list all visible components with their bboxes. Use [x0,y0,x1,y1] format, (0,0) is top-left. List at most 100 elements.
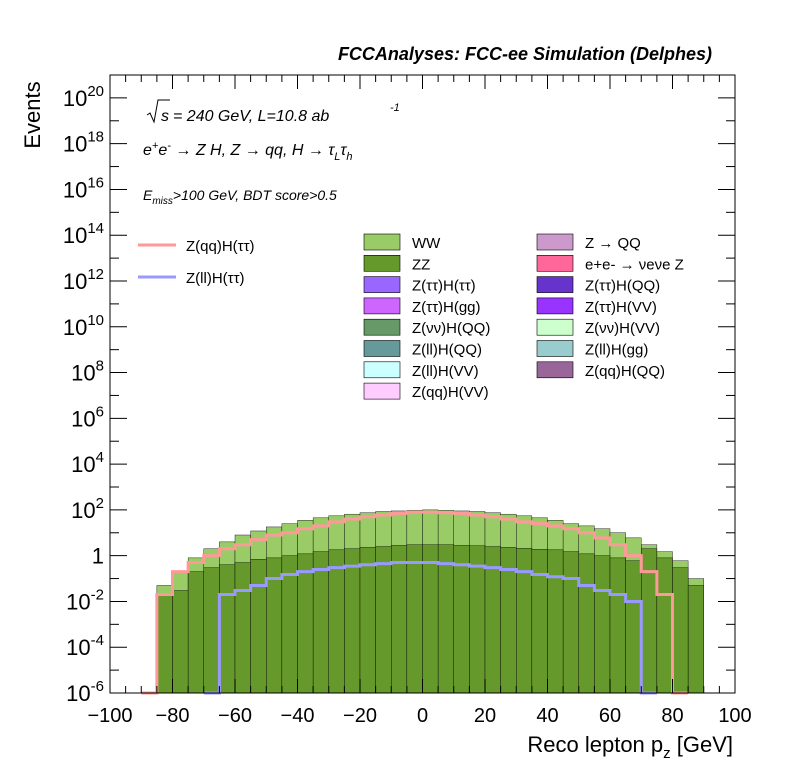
bar [312,551,329,694]
y-tick-base: 10 [71,452,95,477]
y-tick-base: 10 [66,681,90,706]
bar [469,545,486,694]
y-tick-label: 104 [71,449,104,477]
legend-label: Z(νν)H(VV) [585,320,660,337]
y-tick-label: 1016 [63,174,104,202]
y-tick-base: 10 [63,177,87,202]
bar [594,555,611,694]
bar [234,562,251,694]
x-tick-label: 80 [661,705,683,727]
bar [656,557,673,694]
annotation-process: e+e- → Z H, Z → qq, H → τLτh [143,140,353,163]
legend-swatch [363,318,401,336]
stacked-histogram [156,509,704,694]
legend-swatch [363,276,401,293]
bar [328,549,345,694]
legend-label: Z(qq)H(QQ) [585,363,665,380]
y-tick-exponent: 2 [96,495,104,512]
y-tick-label: 1014 [63,220,104,248]
plot-header-title: FCCAnalyses: FCC-ee Simulation (Delphes) [338,44,712,64]
legend-swatch [536,233,574,251]
bar [250,559,267,694]
bar [422,544,439,694]
y-tick-exponent: 16 [87,174,104,191]
series-line [203,561,657,695]
bar [172,590,189,694]
annotation-energy: s = 240 GeV, L=10.8 ab -1 [146,99,400,125]
y-tick-exponent: 12 [87,266,104,283]
y-tick-label: 10-6 [66,678,104,706]
y-tick-base: 10 [66,635,90,660]
x-tick-label: −80 [156,705,190,727]
bar [672,567,689,694]
legend-signals: Z(qq)H(ττ) Z(ll)H(ττ) [138,238,255,287]
legend-label: Z(ττ)H(QQ) [585,278,660,295]
bar [578,553,595,694]
legend-label: Z(ττ)H(ττ) [412,278,476,295]
y-tick-base: 10 [63,315,87,340]
y-tick-base: 10 [71,361,95,386]
lumi-exponent: -1 [390,102,400,114]
bar [203,567,220,694]
bar [156,594,173,694]
energy-lumi-text: = 240 GeV, L=10.8 ab [173,108,329,125]
x-axis-title-unit: [GeV] [671,732,733,757]
legend-label: Z(ττ)H(gg) [412,299,481,316]
bar [344,548,361,694]
legend-label: Z(qq)H(VV) [412,384,489,401]
x-axis-title-sub: z [663,745,671,762]
legend-label: Z(ll)H(ττ) [186,270,245,287]
bar [516,548,533,694]
annotation-cuts: Emiss>100 GeV, BDT score>0.5 [143,187,337,207]
legend-label: Z(qq)H(ττ) [186,238,255,255]
bar [547,549,564,694]
bar [375,546,392,694]
x-tick-label: −40 [281,705,315,727]
legend-swatch [536,318,574,336]
bar [687,585,704,694]
legend-swatch [363,382,401,400]
y-tick-exponent: 6 [96,403,104,420]
bar [391,545,408,694]
series-line [141,510,689,695]
legend-label: e+e- → νeνe Z [585,256,684,273]
y-tick-label: 10-2 [66,586,104,614]
y-tick-label: 10-4 [66,632,104,660]
bar [297,553,314,694]
x-axis-title-main: Reco lepton p [527,732,663,757]
legend-swatch [536,297,574,315]
y-tick-exponent: -6 [91,678,104,695]
y-tick-label: 1012 [63,266,104,294]
y-tick-label: 1020 [63,83,104,111]
legend-backgrounds-col1: WW ZZ Z(ττ)H(ττ) Z(ττ)H(gg) Z(νν)H(QQ) Z(ll)H… [363,233,490,401]
y-tick-label: 1 [92,544,104,569]
legend-label: ZZ [412,256,430,273]
x-axis-ticks: −100 −80 −60 −40 −20 0 20 40 60 80 100 [87,75,752,727]
x-tick-label: 20 [474,705,496,727]
y-tick-exponent: 20 [87,83,104,100]
y-axis-ticks: 102010181016101410121010108106104102110-… [63,74,735,706]
y-tick-label: 1018 [63,129,104,157]
signal-overlays [141,510,689,695]
y-tick-base: 10 [63,132,87,157]
y-tick-base: 10 [63,269,87,294]
y-tick-label: 106 [71,403,104,431]
bar [531,549,548,694]
y-tick-exponent: 8 [96,358,104,375]
bar [219,564,236,694]
x-tick-label: 0 [417,705,428,727]
legend-swatch [363,255,401,272]
bar [453,545,470,694]
legend-label: WW [412,235,441,252]
legend-swatch [363,297,401,315]
x-tick-label: 40 [536,705,558,727]
y-tick-label: 108 [71,358,104,386]
legend-swatch [363,233,401,251]
bar [359,547,376,694]
y-tick-base: 10 [66,589,90,614]
legend-label: Z(νν)H(QQ) [412,320,490,337]
y-tick-exponent: 4 [96,449,104,466]
bar [625,560,642,694]
legend-label: Z(ll)H(gg) [585,342,648,359]
